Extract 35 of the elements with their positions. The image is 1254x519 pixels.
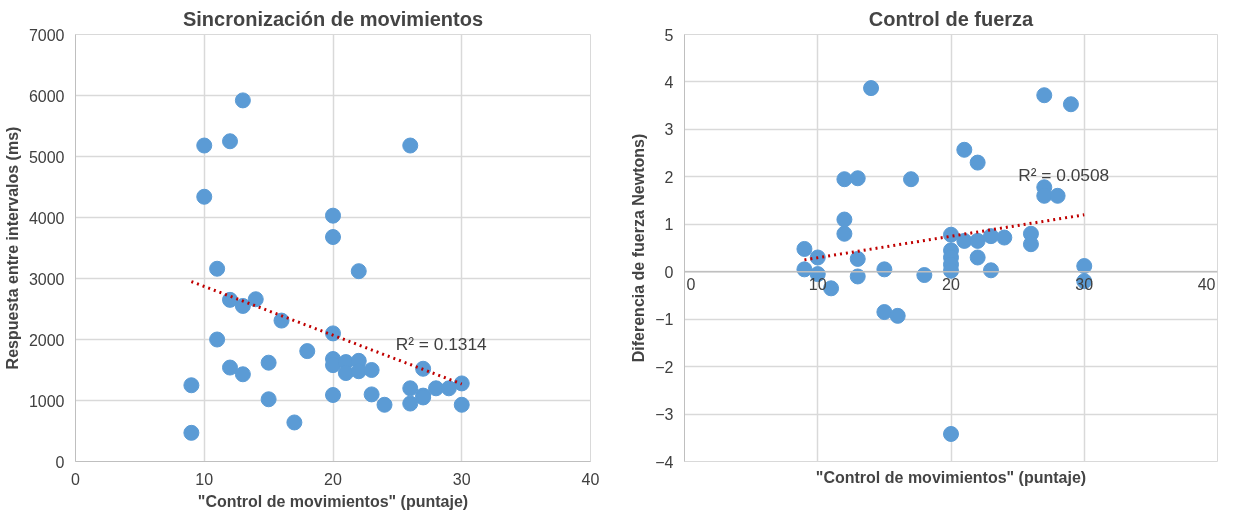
y-tick-label: 5 bbox=[664, 26, 674, 44]
y-tick-label: 0 bbox=[664, 263, 674, 281]
y-tick-label: −1 bbox=[655, 311, 674, 329]
x-axis-title: "Control de movimientos" (puntaje) bbox=[197, 492, 469, 510]
y-tick-label: 1000 bbox=[28, 392, 65, 410]
x-tick-label: 10 bbox=[195, 470, 214, 488]
x-tick-label: 40 bbox=[581, 470, 600, 488]
y-tick-label: 1 bbox=[664, 216, 674, 234]
x-tick-label: 40 bbox=[1197, 275, 1216, 293]
annotation: R² = 0.1314 bbox=[395, 334, 488, 355]
chart-title: Sincronización de movimientos bbox=[182, 7, 484, 30]
y-tick-label: 4 bbox=[664, 73, 674, 91]
y-tick-label: 2000 bbox=[28, 331, 65, 349]
x-tick-label: 20 bbox=[324, 470, 342, 488]
x-tick-label: 0 bbox=[71, 470, 81, 488]
chart-title: Control de fuerza bbox=[868, 7, 1035, 30]
x-tick-label: 20 bbox=[942, 275, 960, 293]
y-tick-label: 7000 bbox=[28, 26, 65, 44]
y-tick-label: 6000 bbox=[28, 87, 65, 105]
y-axis-title: Respuesta entre intervalos (ms) bbox=[3, 126, 21, 370]
x-tick-label: 0 bbox=[686, 275, 696, 293]
y-tick-label: 3000 bbox=[28, 270, 65, 288]
x-tick-label: 10 bbox=[808, 275, 827, 293]
y-tick-label: 5000 bbox=[28, 148, 65, 166]
y-tick-label: 0 bbox=[55, 453, 65, 471]
y-tick-label: 2 bbox=[664, 168, 674, 186]
x-tick-label: 30 bbox=[452, 470, 471, 488]
y-tick-label: 4000 bbox=[28, 209, 65, 227]
annotation: R² = 0.0508 bbox=[1018, 164, 1110, 185]
y-tick-label: −3 bbox=[655, 406, 674, 424]
y-tick-label: −2 bbox=[655, 358, 674, 376]
y-axis-title: Diferencia de fuerza Newtons) bbox=[630, 133, 648, 363]
y-tick-label: 3 bbox=[664, 121, 674, 139]
y-tick-label: −4 bbox=[655, 453, 674, 471]
x-axis-title: "Control de movimientos" (puntaje) bbox=[815, 468, 1087, 486]
